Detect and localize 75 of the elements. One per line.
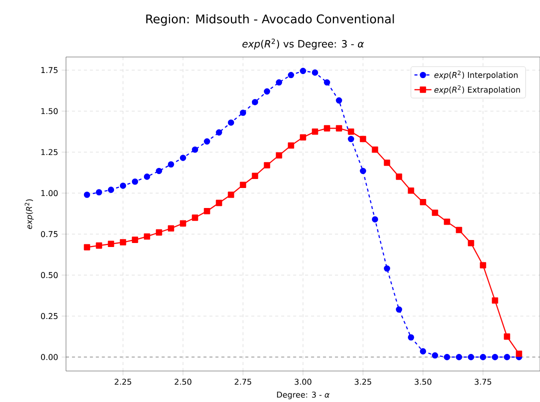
point [192, 146, 198, 153]
point [252, 98, 258, 106]
point [144, 174, 150, 180]
point [384, 265, 390, 272]
point [84, 192, 90, 198]
point [468, 354, 474, 360]
point [360, 168, 366, 174]
point [96, 189, 102, 196]
point [468, 240, 474, 246]
point [288, 142, 294, 149]
point [168, 161, 174, 168]
point [228, 192, 234, 198]
point [240, 182, 246, 188]
point [252, 172, 258, 180]
point [432, 352, 438, 359]
point [456, 226, 462, 234]
point [228, 119, 234, 126]
point [132, 236, 138, 243]
point [336, 97, 342, 104]
point [420, 198, 426, 206]
point [120, 239, 126, 246]
point [372, 216, 378, 222]
point [204, 138, 210, 145]
point [348, 128, 354, 135]
point [156, 168, 162, 174]
point [288, 72, 294, 78]
point [480, 354, 486, 360]
point [360, 136, 366, 142]
point [132, 178, 138, 185]
point [300, 134, 306, 140]
point [156, 229, 162, 236]
point [144, 233, 150, 240]
point [444, 354, 450, 360]
point [264, 88, 270, 95]
point [300, 68, 306, 74]
point [276, 79, 282, 86]
point [192, 214, 198, 221]
point [180, 220, 186, 227]
point [396, 306, 402, 313]
point [120, 182, 126, 189]
point [396, 174, 402, 180]
point [168, 225, 174, 232]
point [240, 110, 246, 116]
point [180, 154, 186, 161]
point [480, 262, 486, 268]
point [84, 244, 90, 250]
point [432, 210, 438, 216]
point [408, 334, 414, 341]
point [108, 240, 114, 248]
point [348, 136, 354, 142]
point [264, 162, 270, 168]
point [108, 186, 114, 193]
chart-title: Region: Midsouth - Avocado Conventional [146, 14, 394, 26]
point [276, 152, 282, 159]
point [492, 297, 498, 304]
point [372, 146, 378, 153]
point [384, 160, 390, 166]
point [324, 79, 330, 86]
point [312, 128, 318, 135]
point [312, 69, 318, 76]
point [420, 348, 426, 354]
point [204, 208, 210, 214]
point [408, 187, 414, 194]
point [516, 350, 522, 357]
chart-subtitle: exp(R$^{2}$) vs Degree: 3 - α [242, 38, 364, 50]
point [504, 354, 510, 360]
point [444, 218, 450, 225]
point [216, 129, 222, 136]
point [336, 125, 342, 132]
point [216, 200, 222, 206]
point [456, 354, 462, 360]
point [504, 333, 510, 340]
point [324, 125, 330, 132]
point [96, 242, 102, 249]
point [492, 354, 498, 360]
